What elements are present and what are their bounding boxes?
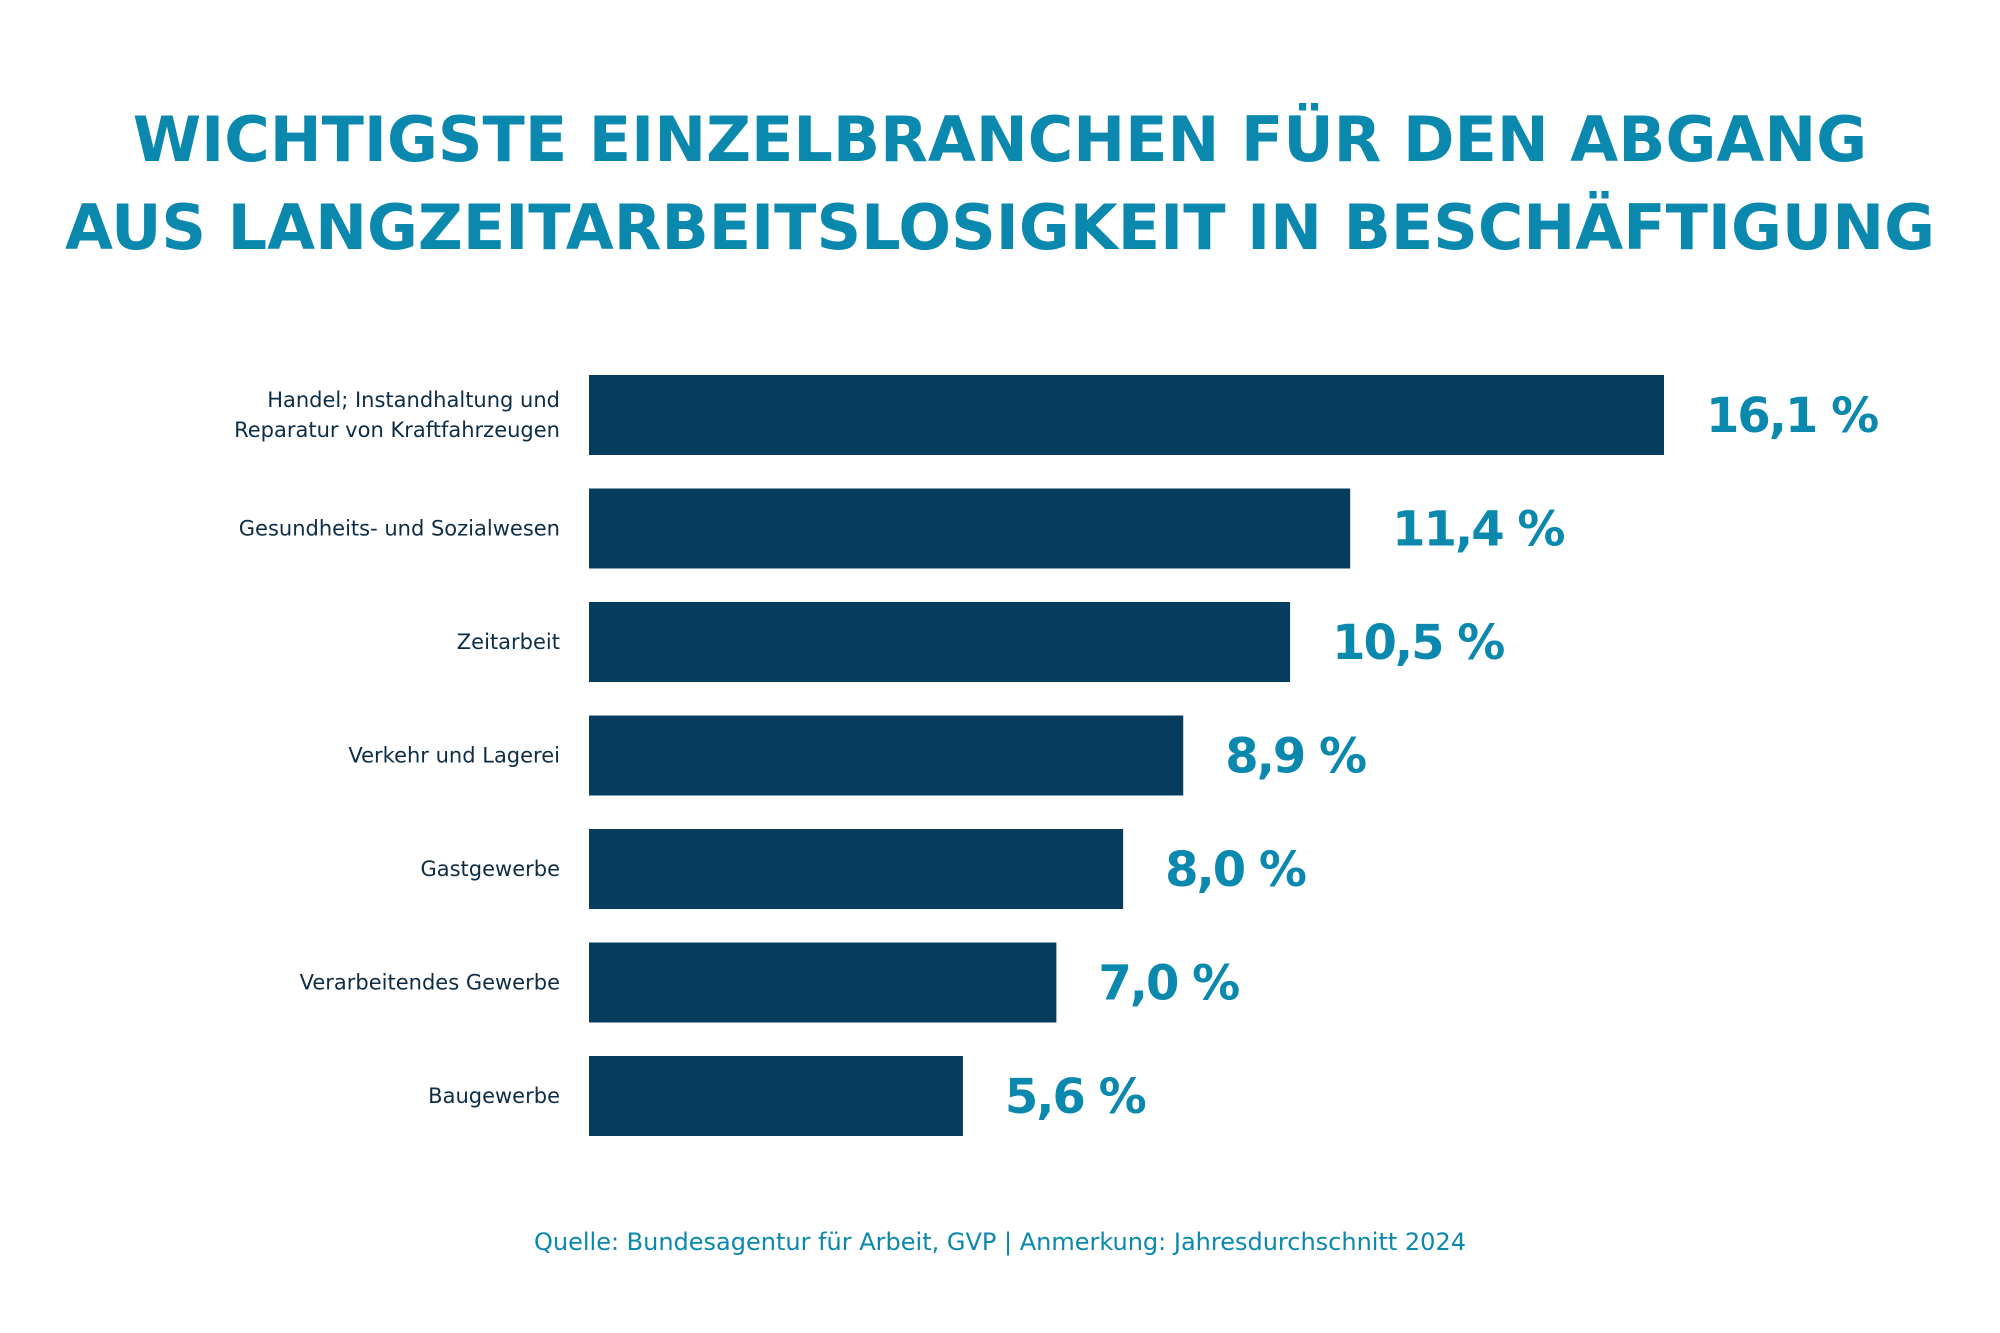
bar-1 (589, 375, 1664, 455)
bar-5 (589, 829, 1124, 909)
category-label-2: Gesundheits- und Sozialwesen (239, 517, 560, 541)
category-label-line: Zeitarbeit (457, 630, 560, 654)
source-note: Quelle: Bundesagentur für Arbeit, GVP | … (533, 1228, 1466, 1256)
category-label-5: Gastgewerbe (420, 857, 560, 881)
category-label-7: Baugewerbe (428, 1084, 560, 1108)
chart-title-line-2: AUS LANGZEITARBEITSLOSIGKEIT IN BESCHÄFT… (65, 191, 1935, 264)
value-label-1: 16,1 % (1706, 388, 1878, 444)
value-label-3: 10,5 % (1332, 615, 1504, 671)
value-label-5: 8,0 % (1165, 842, 1306, 898)
category-label-6: Verarbeitendes Gewerbe (300, 971, 560, 995)
category-label-line: Baugewerbe (428, 1084, 560, 1108)
value-label-7: 5,6 % (1005, 1069, 1146, 1125)
bar-2 (589, 488, 1351, 569)
category-label-line: Gesundheits- und Sozialwesen (239, 517, 560, 541)
value-label-4: 8,9 % (1225, 729, 1366, 785)
category-label-line: Handel; Instandhaltung und (267, 388, 560, 412)
category-label-line: Reparatur von Kraftfahrzeugen (234, 418, 560, 442)
bar-4 (589, 715, 1184, 796)
category-label-line: Gastgewerbe (420, 857, 560, 881)
category-label-3: Zeitarbeit (457, 630, 560, 654)
value-label-6: 7,0 % (1098, 956, 1239, 1012)
chart-title: WICHTIGSTE EINZELBRANCHEN FÜR DEN ABGANG… (0, 96, 2000, 272)
category-label-1: Handel; Instandhaltung und Reparatur von … (234, 388, 560, 442)
category-label-4: Verkehr und Lagerei (348, 744, 560, 768)
category-label-line: Verarbeitendes Gewerbe (300, 971, 560, 995)
bar-6 (589, 942, 1057, 1023)
bar-3 (589, 602, 1291, 682)
bar-7 (589, 1056, 963, 1136)
value-label-2: 11,4 % (1392, 502, 1564, 558)
chart-title-line-1: WICHTIGSTE EINZELBRANCHEN FÜR DEN ABGANG (132, 103, 1868, 176)
category-label-line: Verkehr und Lagerei (348, 744, 560, 768)
